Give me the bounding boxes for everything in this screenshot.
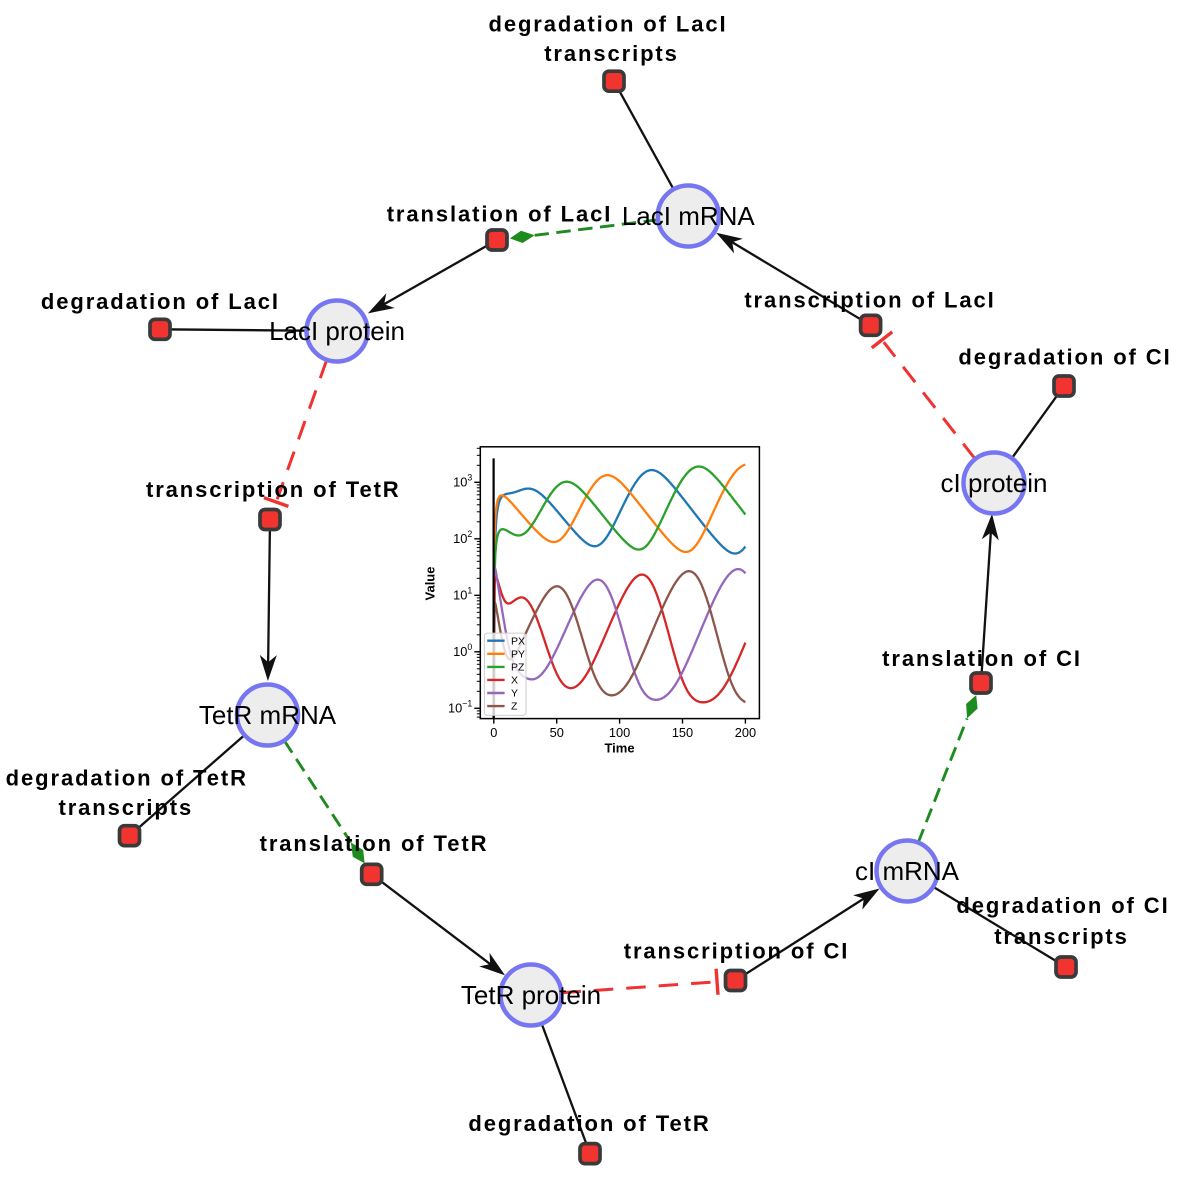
svg-text:TetR mRNA: TetR mRNA xyxy=(199,700,337,730)
svg-text:transcription of CI: transcription of CI xyxy=(624,938,850,963)
svg-text:100: 100 xyxy=(609,725,630,740)
svg-text:0: 0 xyxy=(490,725,497,740)
svg-text:TetR protein: TetR protein xyxy=(461,980,601,1010)
svg-text:degradation of TetR: degradation of TetR xyxy=(468,1111,710,1136)
svg-text:cI protein: cI protein xyxy=(941,468,1048,498)
svg-text:cI mRNA: cI mRNA xyxy=(855,856,960,886)
svg-text:LacI protein: LacI protein xyxy=(269,316,405,346)
svg-text:transcripts: transcripts xyxy=(58,795,193,820)
svg-text:PY: PY xyxy=(511,648,525,660)
svg-text:degradation of LacI: degradation of LacI xyxy=(41,289,280,314)
svg-text:50: 50 xyxy=(550,725,564,740)
svg-text:Time: Time xyxy=(604,741,634,756)
svg-text:degradation of CI: degradation of CI xyxy=(956,893,1169,918)
svg-text:X: X xyxy=(511,675,518,687)
svg-text:translation of TetR: translation of TetR xyxy=(260,831,489,856)
svg-text:transcription of LacI: transcription of LacI xyxy=(744,288,995,313)
svg-text:LacI mRNA: LacI mRNA xyxy=(622,201,756,231)
svg-text:transcripts: transcripts xyxy=(994,924,1129,949)
svg-text:degradation of LacI: degradation of LacI xyxy=(488,12,727,37)
svg-text:PZ: PZ xyxy=(511,662,525,674)
svg-text:200: 200 xyxy=(735,725,756,740)
svg-text:translation of CI: translation of CI xyxy=(882,646,1082,671)
svg-text:translation of LacI: translation of LacI xyxy=(387,202,613,227)
svg-text:150: 150 xyxy=(672,725,693,740)
svg-text:degradation of TetR: degradation of TetR xyxy=(6,765,248,790)
svg-text:degradation of CI: degradation of CI xyxy=(958,344,1171,369)
svg-text:Z: Z xyxy=(511,701,518,713)
svg-text:transcripts: transcripts xyxy=(544,41,679,66)
svg-text:transcription of TetR: transcription of TetR xyxy=(146,477,401,502)
svg-text:Y: Y xyxy=(511,688,518,700)
svg-text:Value: Value xyxy=(423,567,438,601)
svg-text:PX: PX xyxy=(511,635,525,647)
